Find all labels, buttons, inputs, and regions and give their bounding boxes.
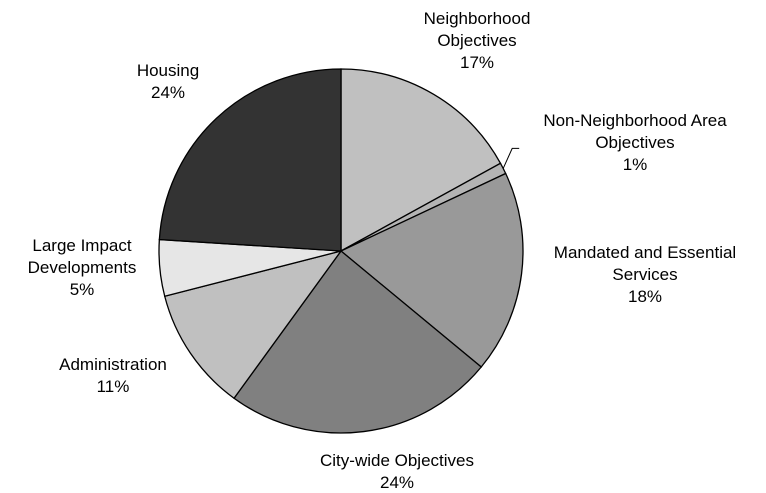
- pie-slice-housing: [159, 69, 341, 251]
- slice-category-label: City-wide Objectives: [320, 451, 474, 470]
- slice-value-label: 11%: [97, 377, 130, 396]
- pie-slices: [159, 69, 523, 433]
- slice-category-label: Administration: [59, 355, 167, 374]
- slice-label-city-wide-objectives: City-wide Objectives 24%: [320, 451, 474, 492]
- slice-category-label: Large Impact: [32, 236, 131, 255]
- slice-label-administration: Administration 11%: [59, 355, 167, 396]
- slice-category-label: Developments: [28, 258, 137, 277]
- slice-value-label: 18%: [628, 287, 662, 306]
- slice-category-label: Mandated and Essential: [554, 243, 736, 262]
- leader-line-non-neighborhood-area-objectives: [503, 148, 519, 168]
- slice-value-label: 24%: [380, 473, 414, 492]
- slice-category-label: Objectives: [595, 133, 674, 152]
- slice-category-label: Objectives: [437, 31, 516, 50]
- slice-label-mandated-and-essential-services: Mandated and Essential Services 18%: [554, 243, 736, 306]
- slice-label-housing: Housing 24%: [137, 61, 199, 102]
- slice-label-neighborhood-objectives: Neighborhood Objectives 17%: [424, 9, 531, 72]
- slice-category-label: Non-Neighborhood Area: [543, 111, 727, 130]
- slice-category-label: Neighborhood: [424, 9, 531, 28]
- slice-category-label: Services: [612, 265, 677, 284]
- leader-lines: [503, 148, 519, 168]
- slice-value-label: 24%: [151, 83, 185, 102]
- slice-label-non-neighborhood-area-objectives: Non-Neighborhood Area Objectives 1%: [543, 111, 727, 174]
- slice-value-label: 5%: [70, 280, 95, 299]
- slice-category-label: Housing: [137, 61, 199, 80]
- slice-value-label: 1%: [623, 155, 648, 174]
- slice-value-label: 17%: [460, 53, 494, 72]
- slice-label-large-impact-developments: Large Impact Developments 5%: [28, 236, 137, 299]
